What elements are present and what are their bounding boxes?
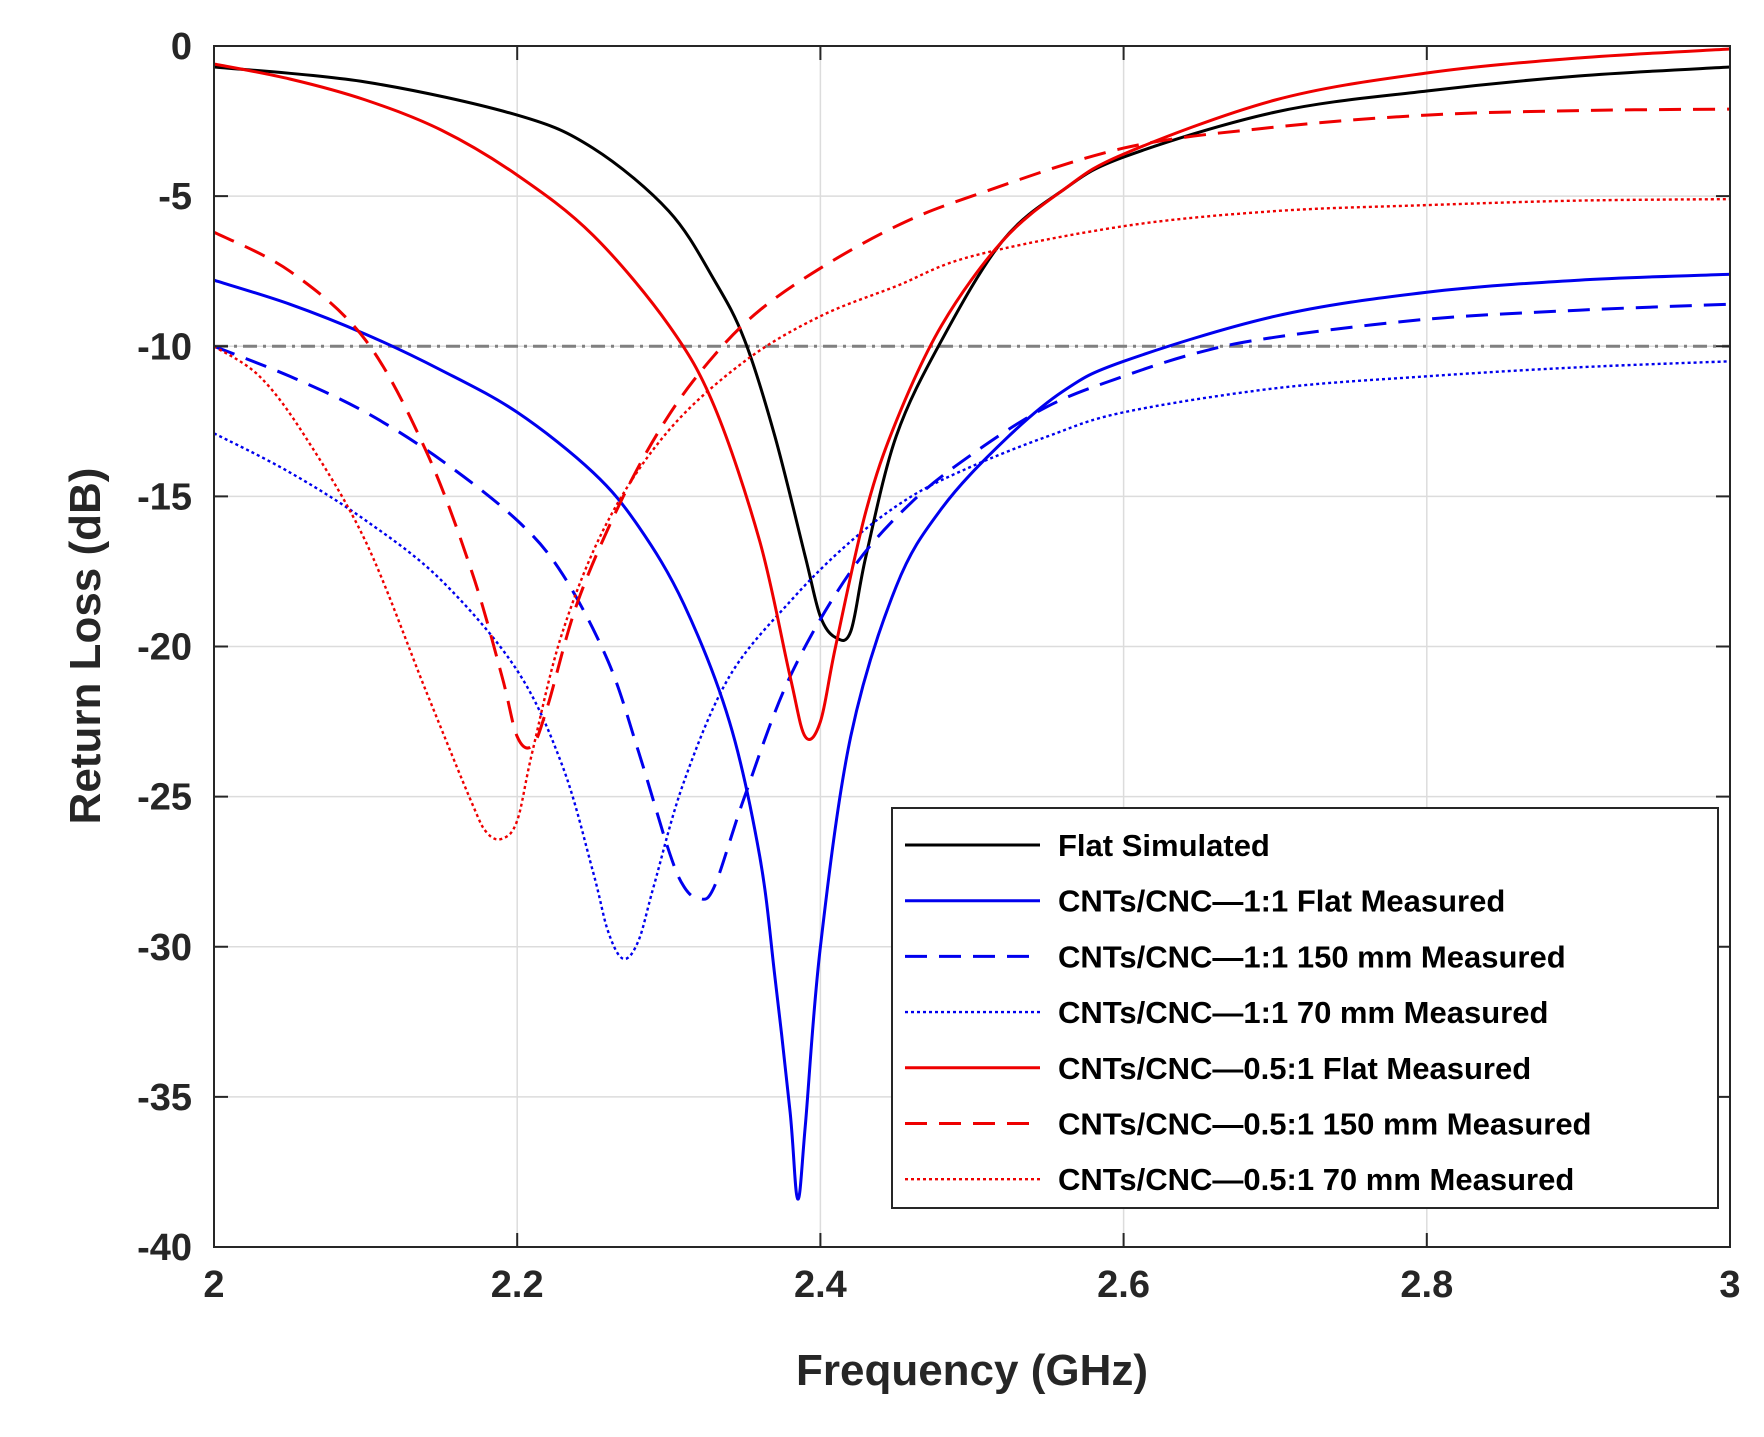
x-tick-label: 3: [1719, 1264, 1740, 1306]
legend-label-2: CNTs/CNC—1:1 150 mm Measured: [1058, 939, 1566, 974]
y-axis-label: Return Loss (dB): [61, 468, 110, 825]
y-tick-label: -20: [137, 627, 192, 669]
y-tick-label: -40: [137, 1227, 192, 1269]
series-line-5: [213, 107, 1731, 750]
series-line-3: [213, 360, 1731, 961]
x-tick-label: 2.8: [1400, 1264, 1453, 1306]
legend-label-1: CNTs/CNC—1:1 Flat Measured: [1058, 884, 1505, 919]
x-tick-labels: 2 2.2 2.4 2.6 2.8 3: [203, 1264, 1740, 1306]
y-tick-label: -10: [137, 326, 192, 368]
series-line-0: [213, 65, 1731, 642]
ticks: [213, 45, 1731, 1248]
series-layer: [213, 47, 1731, 1201]
y-tick-labels: 0 -5 -10 -15 -20 -25 -30 -35 -40: [137, 26, 192, 1269]
x-tick-label: 2.2: [491, 1264, 544, 1306]
legend-label-3: CNTs/CNC—1:1 70 mm Measured: [1058, 995, 1548, 1030]
y-tick-label: -5: [158, 176, 192, 218]
legend-label-4: CNTs/CNC—0.5:1 Flat Measured: [1058, 1051, 1531, 1086]
y-tick-label: 0: [171, 26, 192, 68]
x-axis-label: Frequency (GHz): [796, 1346, 1148, 1395]
y-tick-label: -25: [137, 777, 192, 819]
legend-box: [891, 807, 1719, 1209]
series-line-6: [213, 197, 1731, 841]
legend-label-5: CNTs/CNC—0.5:1 150 mm Measured: [1058, 1107, 1592, 1142]
y-tick-label: -15: [137, 476, 192, 518]
y-tick-label: -35: [137, 1077, 192, 1119]
series-line-1: [213, 272, 1731, 1201]
x-tick-label: 2: [203, 1264, 224, 1306]
x-tick-label: 2.4: [794, 1264, 847, 1306]
legend-label-6: CNTs/CNC—0.5:1 70 mm Measured: [1058, 1162, 1574, 1197]
series-line-4: [213, 47, 1731, 741]
x-tick-label: 2.6: [1097, 1264, 1150, 1306]
series-line-2: [213, 302, 1731, 901]
legend-label-0: Flat Simulated: [1058, 828, 1270, 863]
y-tick-label: -30: [137, 927, 192, 969]
legend: Flat Simulated CNTs/CNC—1:1 Flat Measured…: [891, 807, 1719, 1209]
